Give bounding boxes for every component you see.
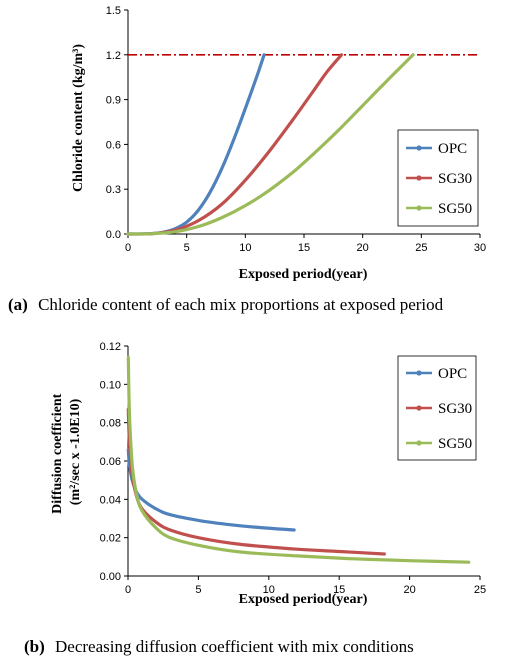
y-tick-label: 0.02 bbox=[100, 533, 121, 545]
y-tick-label: 0.12 bbox=[100, 341, 121, 353]
y-tick-label: 0.10 bbox=[100, 379, 121, 391]
legend-label-sg30: SG30 bbox=[438, 171, 472, 187]
x-tick-label: 25 bbox=[415, 242, 427, 254]
legend-label-sg50: SG50 bbox=[438, 436, 472, 452]
plot-area: 0.0 0.3 0.6 0.9 1.2 1.5 0 5 10 15 20 25 30 bbox=[106, 5, 486, 254]
plot-area: 0.00 0.02 0.04 0.06 0.08 0.10 0.12 0 5 10 15 20 25 bbox=[100, 341, 487, 596]
legend-marker-sg50 bbox=[416, 205, 422, 211]
caption-text: Decreasing diffusion coefficient with mi… bbox=[55, 637, 414, 656]
legend-label-opc: OPC bbox=[438, 366, 467, 382]
series-line-sg50 bbox=[126, 53, 415, 236]
caption: (a) Chloride content of each mix proport… bbox=[8, 295, 444, 314]
caption-text: Chloride content of each mix proportions… bbox=[38, 295, 444, 314]
y-tick-label: 0.08 bbox=[100, 418, 121, 430]
legend-marker-sg30 bbox=[416, 405, 422, 411]
legend-marker-sg30 bbox=[416, 175, 422, 181]
y-tick-label: 0.04 bbox=[100, 494, 121, 506]
y-tick-label: 0.6 bbox=[106, 139, 121, 151]
y-axis-title-line2: (m²/sec x -1.0E10) bbox=[68, 398, 83, 505]
legend: OPC SG30 SG50 bbox=[397, 355, 477, 461]
x-tick-label: 20 bbox=[403, 584, 415, 596]
series-line-sg30 bbox=[126, 53, 344, 236]
chloride-content-chart: 0.0 0.3 0.6 0.9 1.2 1.5 0 5 10 15 20 25 30 OPC SG30 SG… bbox=[8, 5, 486, 314]
legend-marker-sg50 bbox=[416, 440, 422, 446]
diffusion-coefficient-chart: 0.00 0.02 0.04 0.06 0.08 0.10 0.12 0 5 10 15 20 25 O… bbox=[24, 341, 487, 656]
x-axis-title: Exposed period(year) bbox=[239, 592, 368, 607]
legend: OPC SG30 SG50 bbox=[397, 129, 479, 227]
y-tick-label: 0.06 bbox=[100, 456, 121, 468]
y-tick-label: 0.3 bbox=[106, 184, 121, 196]
caption: (b) Decreasing diffusion coefficient wit… bbox=[24, 637, 414, 656]
x-tick-label: 15 bbox=[333, 584, 345, 596]
x-tick-label: 0 bbox=[125, 584, 131, 596]
x-tick-label: 10 bbox=[239, 242, 251, 254]
y-axis-title: Diffusion coefficient (m²/sec x -1.0E10) bbox=[50, 390, 83, 514]
y-tick-label: 0.9 bbox=[106, 95, 121, 107]
x-tick-label: 30 bbox=[474, 242, 486, 254]
x-tick-label: 25 bbox=[474, 584, 486, 596]
x-tick-label: 0 bbox=[125, 242, 131, 254]
legend-marker-opc bbox=[416, 370, 422, 376]
series-line-sg30 bbox=[126, 407, 386, 556]
series-line-sg50 bbox=[126, 355, 471, 564]
caption-label: (b) bbox=[24, 637, 45, 656]
x-tick-label: 5 bbox=[195, 584, 201, 596]
y-axis-title: Chloride content (kg/m³) bbox=[71, 44, 86, 192]
x-tick-label: 5 bbox=[184, 242, 190, 254]
legend-label-sg30: SG30 bbox=[438, 401, 472, 417]
legend-label-sg50: SG50 bbox=[438, 201, 472, 217]
x-tick-label: 15 bbox=[298, 242, 310, 254]
caption-label: (a) bbox=[8, 295, 28, 314]
x-tick-label: 20 bbox=[357, 242, 369, 254]
x-axis-title: Exposed period(year) bbox=[239, 267, 368, 282]
y-tick-label: 1.5 bbox=[106, 5, 121, 17]
legend-label-opc: OPC bbox=[438, 141, 467, 157]
y-axis-title-line1: Diffusion coefficient bbox=[50, 393, 65, 513]
x-tick-label: 10 bbox=[263, 584, 275, 596]
y-tick-label: 1.2 bbox=[106, 50, 121, 62]
y-tick-label: 0.0 bbox=[106, 229, 121, 241]
legend-marker-opc bbox=[416, 145, 422, 151]
y-tick-label: 0.00 bbox=[100, 571, 121, 583]
